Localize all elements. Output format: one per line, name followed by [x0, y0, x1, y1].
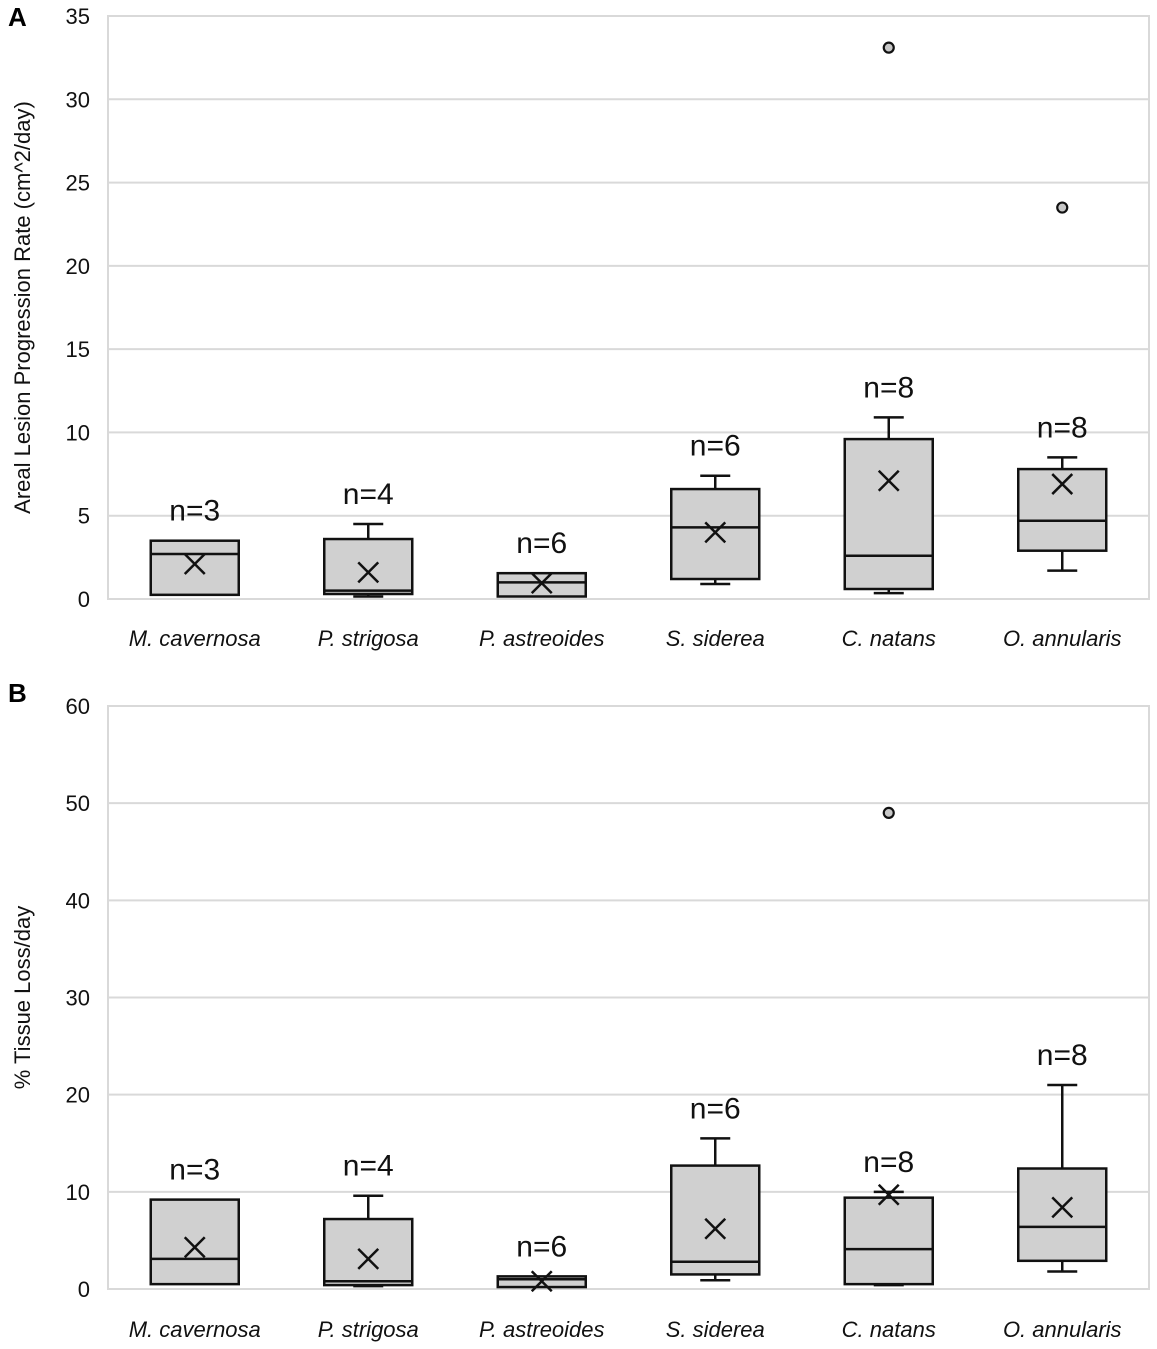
- n-label: n=8: [863, 371, 914, 404]
- panel-label: B: [8, 678, 27, 708]
- mean-marker: [704, 521, 727, 544]
- iqr-box: [670, 1164, 761, 1276]
- iqr-box: [149, 1198, 240, 1286]
- n-label: n=6: [690, 1092, 741, 1125]
- mean-marker: [357, 561, 380, 584]
- n-label: n=6: [516, 527, 567, 560]
- outlier-point: [882, 41, 895, 54]
- y-tick-label: 0: [78, 587, 90, 612]
- mean-marker: [704, 1217, 727, 1240]
- category-label: M. cavernosa: [129, 626, 261, 651]
- n-label: n=3: [169, 1154, 220, 1187]
- y-tick-label: 0: [78, 1277, 90, 1302]
- y-tick-label: 50: [66, 791, 90, 816]
- plot-frame: [107, 15, 1150, 600]
- y-tick-label: 35: [66, 4, 90, 29]
- mean-marker: [877, 1183, 900, 1206]
- category-label: P. astreoides: [479, 626, 605, 651]
- n-label: n=8: [863, 1146, 914, 1179]
- y-tick-label: 10: [66, 420, 90, 445]
- category-label: O. annularis: [1003, 1317, 1122, 1342]
- box-6: n=8: [1017, 1039, 1108, 1273]
- y-tick-label: 5: [78, 504, 90, 529]
- mean-marker: [183, 1236, 206, 1259]
- box-3: n=6: [496, 1230, 587, 1293]
- mean-marker: [183, 553, 206, 575]
- n-label: n=6: [690, 430, 741, 463]
- box-4: n=6: [670, 430, 761, 586]
- chart-panel-b: B 0 10 20 30 40 50 60 % Tissue Loss/day M. cavern…: [8, 678, 1150, 1342]
- box-2: n=4: [323, 1150, 414, 1288]
- panel-label: A: [8, 2, 27, 32]
- category-label: M. cavernosa: [129, 1317, 261, 1342]
- n-label: n=6: [516, 1230, 567, 1263]
- n-label: n=4: [343, 1150, 394, 1183]
- n-label: n=8: [1037, 1039, 1088, 1072]
- category-label: O. annularis: [1003, 626, 1122, 651]
- box-1: n=3: [149, 1154, 240, 1286]
- mean-marker: [877, 469, 900, 492]
- box-4: n=6: [670, 1092, 761, 1282]
- box-5: n=8: [843, 41, 934, 595]
- n-label: n=3: [169, 495, 220, 528]
- chart-panel-a: A 0 5 10 15 20 25 30 35 Areal Lesion Progression …: [8, 2, 1150, 651]
- category-label: P. strigosa: [318, 626, 419, 651]
- category-label: S. siderea: [666, 1317, 765, 1342]
- iqr-box: [843, 1196, 934, 1286]
- category-label: P. strigosa: [318, 1317, 419, 1342]
- outlier-point: [1056, 201, 1069, 214]
- y-tick-label: 25: [66, 171, 90, 196]
- box-2: n=4: [323, 478, 414, 598]
- plot-frame: [107, 705, 1150, 1290]
- iqr-box: [1017, 1167, 1108, 1263]
- iqr-box: [323, 537, 414, 596]
- y-tick-label: 10: [66, 1180, 90, 1205]
- mean-marker: [357, 1247, 380, 1270]
- iqr-box: [149, 539, 240, 597]
- mean-marker: [530, 572, 553, 595]
- y-tick-label: 15: [66, 337, 90, 362]
- category-label: S. siderea: [666, 626, 765, 651]
- box-1: n=3: [149, 495, 240, 597]
- y-axis-label: % Tissue Loss/day: [10, 906, 35, 1089]
- outlier-point: [882, 806, 895, 819]
- y-tick-label: 30: [66, 87, 90, 112]
- y-axis-label: Areal Lesion Progression Rate (cm^2/day): [10, 101, 35, 514]
- mean-marker: [530, 1270, 553, 1293]
- iqr-box: [1017, 467, 1108, 552]
- box-6: n=8: [1017, 201, 1108, 572]
- y-tick-label: 20: [66, 1083, 90, 1108]
- n-label: n=4: [343, 478, 394, 511]
- category-label: P. astreoides: [479, 1317, 605, 1342]
- mean-marker: [1051, 1196, 1074, 1219]
- box-3: n=6: [496, 527, 587, 598]
- box-5: n=8: [843, 806, 934, 1287]
- category-label: C. natans: [842, 626, 936, 651]
- y-tick-label: 60: [66, 694, 90, 719]
- y-tick-label: 30: [66, 986, 90, 1011]
- category-label: C. natans: [842, 1317, 936, 1342]
- mean-marker: [1051, 473, 1074, 495]
- y-tick-label: 40: [66, 888, 90, 913]
- n-label: n=8: [1037, 411, 1088, 444]
- iqr-box: [323, 1217, 414, 1287]
- y-tick-label: 20: [66, 254, 90, 279]
- iqr-box: [843, 437, 934, 591]
